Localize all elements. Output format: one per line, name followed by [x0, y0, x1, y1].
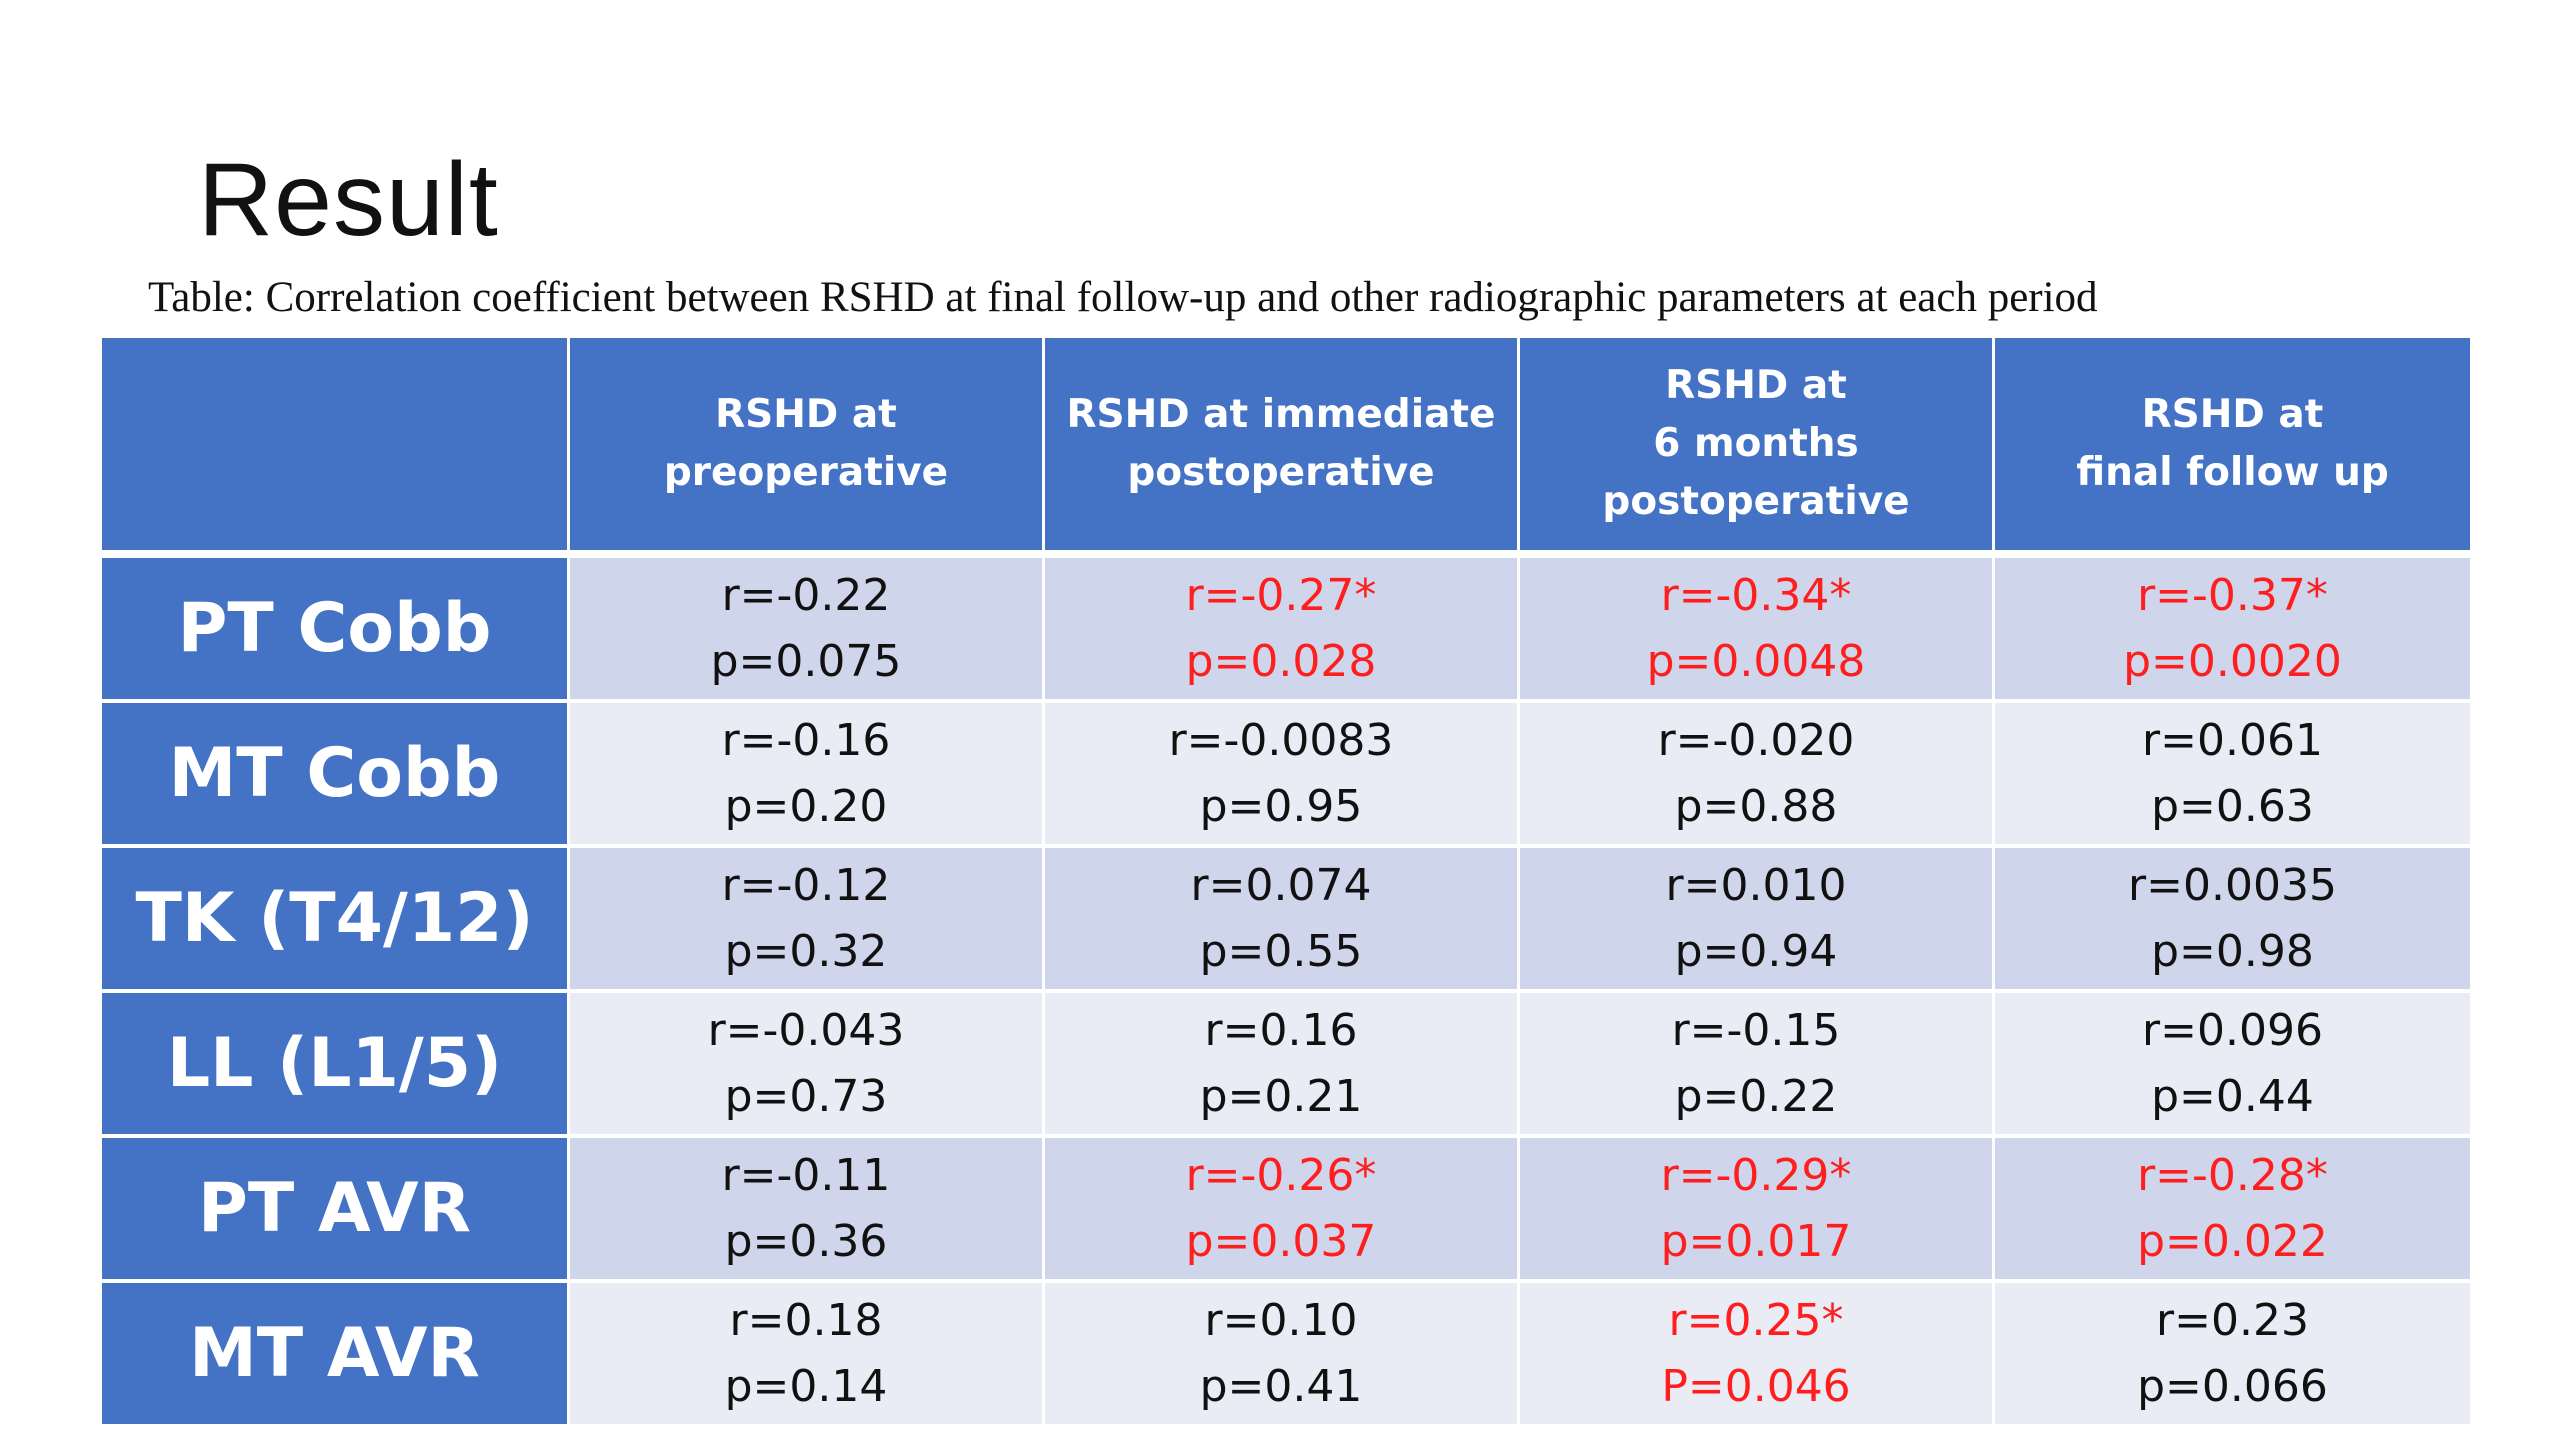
table-cell: r=-0.0083 p=0.95: [1045, 703, 1520, 848]
table-cell: r=0.25* P=0.046: [1520, 1283, 1995, 1428]
correlation-p-value: p=0.22: [1674, 1070, 1838, 1122]
table-cell: r=-0.29* p=0.017: [1520, 1138, 1995, 1283]
correlation-p-value: p=0.21: [1199, 1070, 1363, 1122]
correlation-table: RSHD at preoperative RSHD at immediate p…: [102, 338, 2470, 1428]
correlation-p-value: p=0.0048: [1646, 635, 1866, 687]
correlation-r-value: r=0.23: [2156, 1294, 2309, 1346]
header-immediate-postoperative: RSHD at immediate postoperative: [1045, 338, 1520, 558]
header-final-follow-up: RSHD at final follow up: [1995, 338, 2470, 558]
table-cell: r=0.0035 p=0.98: [1995, 848, 2470, 993]
correlation-p-value: P=0.046: [1661, 1360, 1851, 1412]
table-cell: r=-0.16 p=0.20: [570, 703, 1045, 848]
correlation-r-value: r=-0.26*: [1185, 1149, 1377, 1201]
table-cell: r=0.096 p=0.44: [1995, 993, 2470, 1138]
table-row: PT AVR r=-0.11 p=0.36 r=-0.26* p=0.037 r=-0.2…: [102, 1138, 2470, 1283]
correlation-r-value: r=-0.0083: [1168, 714, 1394, 766]
correlation-r-value: r=0.10: [1204, 1294, 1358, 1346]
header-corner: [102, 338, 570, 558]
correlation-p-value: p=0.95: [1199, 780, 1363, 832]
correlation-r-value: r=0.061: [2142, 714, 2323, 766]
correlation-r-value: r=-0.043: [707, 1004, 905, 1056]
table-cell: r=-0.34* p=0.0048: [1520, 558, 1995, 703]
correlation-r-value: r=-0.28*: [2137, 1149, 2328, 1201]
table-cell: r=-0.27* p=0.028: [1045, 558, 1520, 703]
correlation-p-value: p=0.41: [1199, 1360, 1363, 1412]
correlation-p-value: p=0.20: [724, 780, 888, 832]
table-cell: r=0.10 p=0.41: [1045, 1283, 1520, 1428]
table-cell: r=-0.22 p=0.075: [570, 558, 1045, 703]
table-cell: r=-0.043 p=0.73: [570, 993, 1045, 1138]
correlation-r-value: r=-0.34*: [1660, 569, 1852, 621]
row-label: MT Cobb: [102, 703, 570, 848]
correlation-r-value: r=-0.29*: [1660, 1149, 1852, 1201]
table-row: MT AVR r=0.18 p=0.14 r=0.10 p=0.41 r=0.25* P=0…: [102, 1283, 2470, 1428]
table-cell: r=-0.15 p=0.22: [1520, 993, 1995, 1138]
correlation-p-value: p=0.14: [724, 1360, 888, 1412]
correlation-p-value: p=0.98: [2151, 925, 2314, 977]
correlation-p-value: p=0.017: [1660, 1215, 1852, 1267]
row-label: PT Cobb: [102, 558, 570, 703]
correlation-p-value: p=0.88: [1674, 780, 1838, 832]
table-cell: r=0.16 p=0.21: [1045, 993, 1520, 1138]
row-label: LL (L1/5): [102, 993, 570, 1138]
correlation-p-value: p=0.066: [2137, 1360, 2328, 1412]
table-caption: Table: Correlation coefficient between R…: [148, 274, 2098, 321]
table-row: TK (T4/12) r=-0.12 p=0.32 r=0.074 p=0.55 r=0.…: [102, 848, 2470, 993]
correlation-p-value: p=0.73: [724, 1070, 888, 1122]
table-cell: r=-0.37* p=0.0020: [1995, 558, 2470, 703]
correlation-p-value: p=0.037: [1185, 1215, 1377, 1267]
table-header-row: RSHD at preoperative RSHD at immediate p…: [102, 338, 2470, 558]
correlation-r-value: r=-0.12: [721, 859, 891, 911]
correlation-p-value: p=0.022: [2137, 1215, 2328, 1267]
correlation-r-value: r=-0.27*: [1185, 569, 1377, 621]
header-preoperative: RSHD at preoperative: [570, 338, 1045, 558]
correlation-r-value: r=0.0035: [2128, 859, 2337, 911]
row-label: TK (T4/12): [102, 848, 570, 993]
correlation-r-value: r=0.010: [1665, 859, 1847, 911]
row-label: MT AVR: [102, 1283, 570, 1428]
correlation-r-value: r=-0.22: [721, 569, 891, 621]
row-label: PT AVR: [102, 1138, 570, 1283]
table-cell: r=-0.11 p=0.36: [570, 1138, 1045, 1283]
header-6-months-postoperative: RSHD at 6 months postoperative: [1520, 338, 1995, 558]
correlation-r-value: r=-0.15: [1671, 1004, 1841, 1056]
correlation-r-value: r=-0.16: [721, 714, 891, 766]
correlation-p-value: p=0.028: [1185, 635, 1377, 687]
correlation-p-value: p=0.63: [2151, 780, 2314, 832]
correlation-r-value: r=0.074: [1190, 859, 1372, 911]
correlation-p-value: p=0.36: [724, 1215, 888, 1267]
correlation-r-value: r=-0.37*: [2137, 569, 2328, 621]
correlation-r-value: r=0.096: [2142, 1004, 2323, 1056]
correlation-p-value: p=0.94: [1674, 925, 1838, 977]
table-row: PT Cobb r=-0.22 p=0.075 r=-0.27* p=0.028 r=-0…: [102, 558, 2470, 703]
table-row: MT Cobb r=-0.16 p=0.20 r=-0.0083 p=0.95 r=-0.…: [102, 703, 2470, 848]
table-cell: r=0.061 p=0.63: [1995, 703, 2470, 848]
correlation-r-value: r=0.25*: [1668, 1294, 1844, 1346]
table-cell: r=-0.28* p=0.022: [1995, 1138, 2470, 1283]
correlation-p-value: p=0.32: [724, 925, 888, 977]
table-cell: r=-0.26* p=0.037: [1045, 1138, 1520, 1283]
table-cell: r=0.18 p=0.14: [570, 1283, 1045, 1428]
correlation-r-value: r=0.16: [1204, 1004, 1358, 1056]
table-cell: r=-0.020 p=0.88: [1520, 703, 1995, 848]
table-cell: r=0.23 p=0.066: [1995, 1283, 2470, 1428]
correlation-r-value: r=-0.020: [1657, 714, 1855, 766]
table-cell: r=0.010 p=0.94: [1520, 848, 1995, 993]
table-cell: r=-0.12 p=0.32: [570, 848, 1045, 993]
correlation-r-value: r=-0.11: [721, 1149, 891, 1201]
table-cell: r=0.074 p=0.55: [1045, 848, 1520, 993]
correlation-p-value: p=0.55: [1199, 925, 1363, 977]
correlation-p-value: p=0.075: [710, 635, 902, 687]
correlation-p-value: p=0.0020: [2123, 635, 2342, 687]
slide-title: Result: [198, 142, 499, 258]
table-row: LL (L1/5) r=-0.043 p=0.73 r=0.16 p=0.21 r=-0.…: [102, 993, 2470, 1138]
correlation-r-value: r=0.18: [729, 1294, 883, 1346]
correlation-p-value: p=0.44: [2151, 1070, 2314, 1122]
